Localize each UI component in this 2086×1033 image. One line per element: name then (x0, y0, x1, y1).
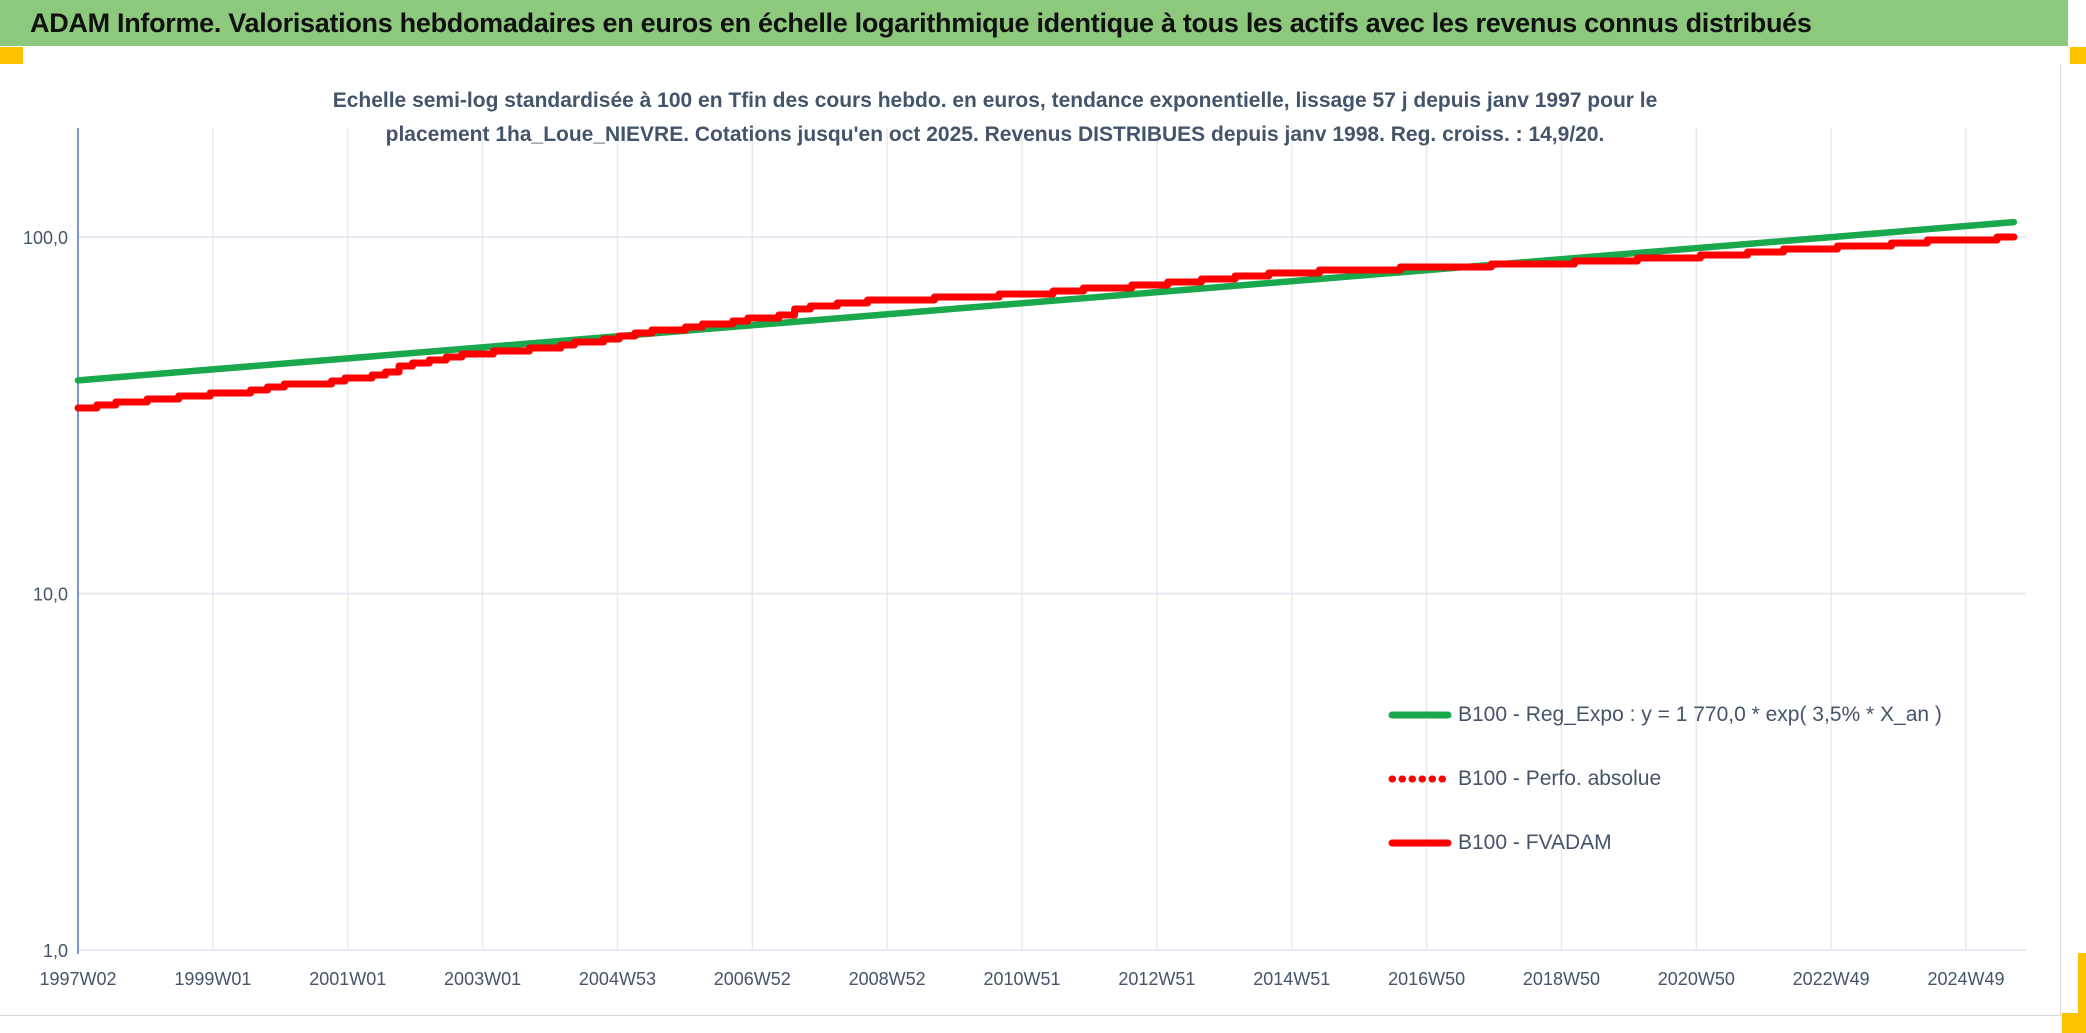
x-tick-label: 2020W50 (1658, 969, 1735, 989)
legend-item-perfo-absolue: B100 - Perfo. absolue (1388, 764, 1942, 794)
legend-label: B100 - FVADAM (1458, 831, 1612, 854)
legend-item-reg-expo: B100 - Reg_Expo : y = 1 770,0 * exp( 3,5… (1388, 700, 1942, 730)
amber-marker-top-right (2070, 47, 2086, 64)
amber-marker-top-left (0, 47, 23, 64)
chart-legend: B100 - Reg_Expo : y = 1 770,0 * exp( 3,5… (1388, 700, 1942, 892)
x-tick-label: 2014W51 (1253, 969, 1330, 989)
chart-subtitle-line-1: Echelle semi-log standardisée à 100 en T… (332, 89, 1658, 112)
legend-label: B100 - Perfo. absolue (1458, 767, 1662, 790)
chart-card (0, 64, 2060, 1010)
x-tick-label: 2001W01 (309, 969, 386, 989)
x-tick-label: 2024W49 (1928, 969, 2005, 989)
x-tick-label: 1997W02 (39, 969, 116, 989)
chart-subtitle-line-2: placement 1ha_Loue_NIEVRE. Cotations jus… (385, 123, 1605, 147)
x-tick-label: 2022W49 (1793, 969, 1870, 989)
amber-marker-bottom-right (2062, 1013, 2086, 1033)
y-tick-label: 1,0 (43, 941, 68, 961)
page-title: ADAM Informe. Valorisations hebdomadaire… (30, 7, 1812, 38)
x-tick-label: 2016W50 (1388, 969, 1465, 989)
header-bar: ADAM Informe. Valorisations hebdomadaire… (0, 0, 2068, 46)
chart-subtitle: Echelle semi-log standardisée à 100 en T… (80, 84, 1910, 152)
x-tick-label: 2003W01 (444, 969, 521, 989)
x-tick-label: 2006W52 (714, 969, 791, 989)
legend-label: B100 - Reg_Expo : y = 1 770,0 * exp( 3,5… (1458, 703, 1942, 726)
x-tick-label: 2018W50 (1523, 969, 1600, 989)
series-fvadam-line (74, 233, 2018, 412)
x-tick-label: 2010W51 (983, 969, 1060, 989)
bottom-divider (0, 1015, 2086, 1016)
legend-item-fvadam: B100 - FVADAM (1388, 828, 1942, 858)
x-tick-label: 2004W53 (579, 969, 656, 989)
solid-line-swatch-icon (1388, 711, 1452, 719)
x-tick-label: 2012W51 (1118, 969, 1195, 989)
amber-strip-right-edge (2078, 953, 2086, 1033)
series-reg-expo-line (74, 218, 2018, 384)
y-tick-label: 100,0 (23, 228, 68, 248)
x-tick-label: 2008W52 (849, 969, 926, 989)
solid-line-swatch-icon (1388, 839, 1452, 847)
right-divider (2060, 64, 2061, 1016)
dotted-line-swatch-icon (1388, 775, 1452, 783)
x-tick-label: 1999W01 (174, 969, 251, 989)
y-tick-label: 10,0 (33, 585, 68, 605)
